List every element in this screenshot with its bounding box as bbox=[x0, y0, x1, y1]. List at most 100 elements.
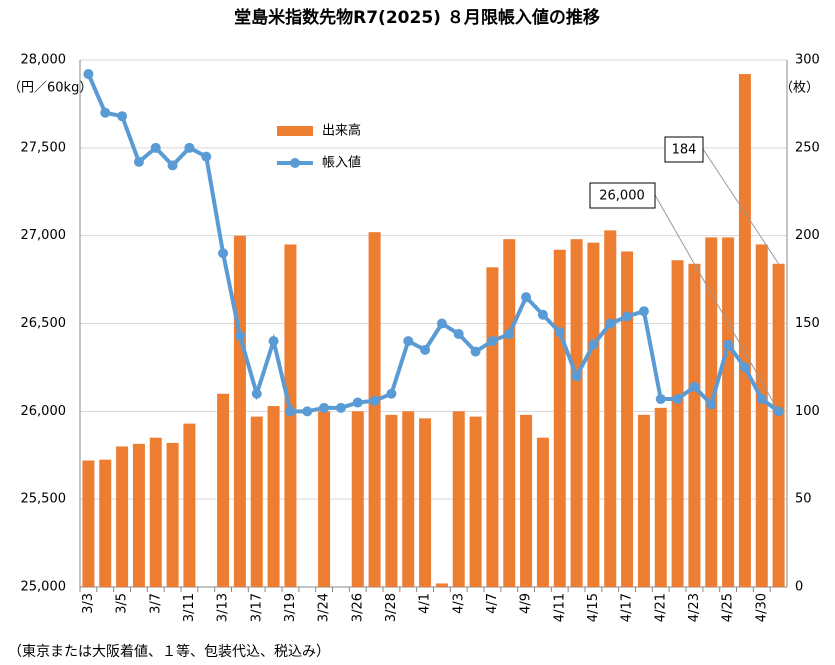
bar bbox=[402, 411, 415, 587]
x-tick-label: 4/3 bbox=[451, 593, 466, 614]
marker bbox=[420, 344, 431, 355]
x-tick-label: 3/13 bbox=[216, 593, 231, 622]
y2-tick-label: 50 bbox=[795, 492, 812, 507]
bar bbox=[435, 583, 448, 587]
marker bbox=[436, 318, 447, 329]
bar bbox=[99, 459, 112, 587]
y-tick-label: 25,000 bbox=[21, 580, 67, 595]
bar bbox=[183, 423, 196, 587]
y2-tick-label: 250 bbox=[795, 140, 820, 155]
bar bbox=[217, 393, 230, 587]
marker bbox=[588, 339, 599, 350]
x-tick-label: 4/30 bbox=[754, 593, 769, 622]
marker bbox=[285, 406, 296, 417]
x-tick-label: 3/5 bbox=[115, 593, 130, 614]
marker bbox=[251, 388, 262, 399]
x-tick-label: 4/17 bbox=[620, 593, 635, 622]
bar bbox=[621, 251, 634, 587]
footnote: （東京または大阪着値、１等、包装代込、税込み） bbox=[8, 643, 330, 660]
marker bbox=[605, 318, 616, 329]
marker bbox=[167, 160, 178, 171]
y2-tick-label: 300 bbox=[795, 53, 820, 68]
bar bbox=[654, 407, 667, 587]
bar bbox=[503, 239, 516, 587]
leader-line bbox=[654, 194, 780, 412]
bar bbox=[419, 418, 432, 587]
leader-line bbox=[702, 148, 780, 265]
y-tick-label: 25,500 bbox=[21, 492, 67, 507]
bar bbox=[469, 416, 482, 587]
y-tick-label: 28,000 bbox=[21, 53, 67, 68]
bar bbox=[486, 267, 499, 587]
marker bbox=[672, 394, 683, 405]
x-tick-label: 3/24 bbox=[317, 593, 332, 622]
bar bbox=[368, 232, 381, 588]
marker bbox=[622, 311, 633, 322]
marker bbox=[504, 329, 515, 340]
x-tick-label: 4/1 bbox=[418, 593, 433, 614]
x-tick-label: 4/21 bbox=[653, 593, 668, 622]
bar bbox=[772, 263, 785, 587]
marker bbox=[638, 306, 649, 317]
marker bbox=[268, 336, 279, 347]
bar bbox=[570, 239, 583, 587]
bar bbox=[722, 237, 735, 587]
bar bbox=[688, 263, 701, 587]
marker bbox=[521, 292, 532, 303]
y2-tick-label: 100 bbox=[795, 404, 820, 419]
marker bbox=[453, 329, 464, 340]
marker bbox=[352, 397, 363, 408]
marker bbox=[234, 330, 245, 341]
marker bbox=[689, 381, 700, 392]
marker bbox=[537, 309, 548, 320]
annotation: 26,000 bbox=[599, 189, 645, 204]
marker bbox=[403, 336, 414, 347]
annotation: 184 bbox=[672, 143, 697, 158]
bar bbox=[166, 442, 179, 587]
bar bbox=[536, 437, 549, 587]
marker bbox=[706, 399, 717, 410]
marker bbox=[386, 388, 397, 399]
x-tick-label: 3/28 bbox=[384, 593, 399, 622]
marker bbox=[100, 107, 111, 118]
y-tick-label: 26,000 bbox=[21, 404, 67, 419]
y2-tick-label: 200 bbox=[795, 228, 820, 243]
x-tick-label: 3/26 bbox=[350, 593, 365, 622]
bar bbox=[132, 443, 145, 587]
x-tick-label: 4/15 bbox=[586, 593, 601, 622]
marker bbox=[723, 339, 734, 350]
legend-label: 帳入値 bbox=[322, 155, 361, 171]
marker bbox=[470, 346, 481, 357]
chart-title: 堂島米指数先物R7(2025) ８月限帳入値の推移 bbox=[234, 7, 600, 28]
bar bbox=[604, 230, 617, 587]
bar bbox=[520, 414, 533, 587]
x-tick-label: 3/19 bbox=[283, 593, 298, 622]
bar bbox=[452, 411, 465, 587]
bar bbox=[705, 237, 718, 587]
marker bbox=[302, 406, 313, 417]
y-tick-label: 27,500 bbox=[21, 140, 67, 155]
annotation-box bbox=[664, 136, 704, 163]
x-tick-label: 3/17 bbox=[249, 593, 264, 622]
marker bbox=[83, 69, 94, 80]
x-tick-label: 3/3 bbox=[81, 593, 96, 614]
marker bbox=[739, 362, 750, 373]
bar bbox=[233, 235, 246, 587]
marker bbox=[554, 327, 565, 338]
bar bbox=[351, 411, 364, 587]
bar bbox=[587, 242, 600, 587]
annotation-box bbox=[589, 182, 656, 209]
x-tick-label: 3/7 bbox=[148, 593, 163, 614]
bar bbox=[637, 414, 650, 587]
marker bbox=[218, 248, 229, 259]
y-axis-label: （円／60kg） bbox=[8, 81, 92, 96]
bar bbox=[149, 437, 162, 587]
marker bbox=[487, 336, 498, 347]
marker bbox=[184, 142, 195, 153]
x-tick-label: 3/11 bbox=[182, 593, 197, 622]
marker bbox=[571, 371, 582, 382]
marker bbox=[369, 395, 380, 406]
marker bbox=[335, 402, 346, 413]
legend-swatch bbox=[277, 126, 313, 136]
